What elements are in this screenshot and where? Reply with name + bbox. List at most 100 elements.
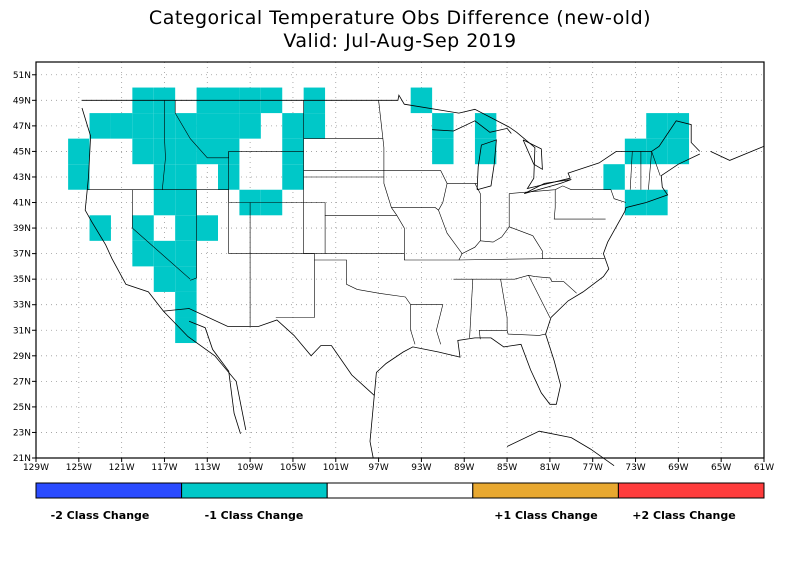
minus1-cell [153,240,176,267]
minus1-cell [175,291,197,318]
minus1-cell [196,138,218,165]
lon-tick-label: 85W [497,463,517,473]
state-border [391,207,463,261]
lat-tick-label: 37N [13,250,31,260]
minus1-cell [410,87,433,114]
minus1-cell [175,215,197,241]
lon-tick-label: 121W [109,463,135,473]
lon-tick-label: 109W [237,463,263,473]
lon-tick-label: 89W [454,463,474,473]
lake-huron [522,139,543,171]
minus1-cell [153,266,176,292]
minus1-cell [646,138,668,165]
lon-tick-label: 97W [368,463,388,473]
state-border [378,100,405,260]
axis-ticks: 51N 49N 47N 45N 43N 41N 39N 37N 35N 33N 31N 29N 27N 2… [13,71,774,473]
state-border [651,151,661,176]
atlantic-coastline [545,153,700,335]
minus1-cell [667,113,690,139]
state-border [174,100,304,159]
legend-swatch [35,482,183,499]
minus1-cell [175,113,197,139]
minus1-cell [196,215,218,241]
minus1-cell [646,189,668,216]
state-border [509,226,533,236]
lon-tick-label: 113W [194,463,220,473]
minus1-cell [474,138,497,165]
chart-subtitle: Valid: Jul-Aug-Sep 2019 [283,30,517,52]
lat-tick-label: 29N [13,352,31,362]
nova-scotia-coast [710,145,765,161]
minus1-cell [282,113,304,139]
lon-tick-label: 105W [280,463,306,473]
minus1-cell [667,138,690,165]
minus1-cell [432,113,454,139]
mexico-border [163,308,375,396]
state-border [478,279,508,340]
lon-tick-label: 117W [151,463,177,473]
minus1-cell [432,138,454,165]
minus1-cell [175,240,197,267]
gulf-of-california-coast [188,320,241,434]
lon-tick-label: 125W [66,463,92,473]
canada-border [82,94,701,190]
state-border [249,202,605,261]
minus1-cell [624,189,647,216]
pacific-coastline [81,107,247,430]
lon-tick-label: 73W [625,463,645,473]
legend-swatch [326,482,474,499]
legend-swatch [617,482,765,499]
lat-tick-label: 31N [13,326,31,336]
lat-tick-label: 45N [13,147,31,157]
minus1-cell [153,189,176,216]
cuba-coastline [506,430,615,467]
minus1-cell [132,215,154,241]
legend-label: +1 Class Change [494,509,597,522]
lat-tick-label: 47N [13,122,31,132]
lat-tick-label: 27N [13,377,31,387]
state-border [438,183,448,211]
state-border [506,330,546,336]
legend-swatch [181,482,328,499]
lake-superior [432,120,512,134]
minus1-cell [175,317,197,344]
lat-tick-label: 39N [13,224,31,234]
lon-tick-label: 69W [668,463,688,473]
state-border [509,185,626,203]
lat-tick-label: 33N [13,301,31,311]
minus1-cell [132,138,154,165]
lat-tick-label: 35N [13,275,31,285]
state-border [453,274,577,294]
state-border [629,151,633,190]
legend-label: -1 Class Change [205,509,304,522]
mexico-gulf-coast [369,395,375,459]
minus1-cell [68,164,90,190]
legend-swatch [472,482,619,499]
minus1-cell [303,113,326,139]
minus1-cell [153,164,176,190]
minus1-cell [196,113,218,139]
minus1-cell [110,113,133,139]
minus1-cell [68,138,90,165]
lon-tick-label: 129W [23,463,49,473]
lat-tick-label: 43N [13,173,31,183]
lon-tick-label: 65W [711,463,731,473]
legend-label: -2 Class Change [51,509,150,522]
lon-tick-label: 81W [540,463,560,473]
minus1-cell [282,164,304,190]
minus1-cell [175,138,197,165]
minus1-cell [89,113,111,139]
lat-tick-label: 41N [13,199,31,209]
lat-tick-label: 49N [13,96,31,106]
minus1-cell [175,164,197,190]
lat-tick-label: 21N [13,454,31,464]
state-border [648,151,652,190]
map-frame [35,61,765,459]
lon-tick-label: 101W [323,463,349,473]
minus1-cell [474,113,497,139]
state-border [532,235,543,259]
gulf-coastline [373,333,562,405]
minus1-cell [646,113,668,139]
state-border [314,259,416,345]
